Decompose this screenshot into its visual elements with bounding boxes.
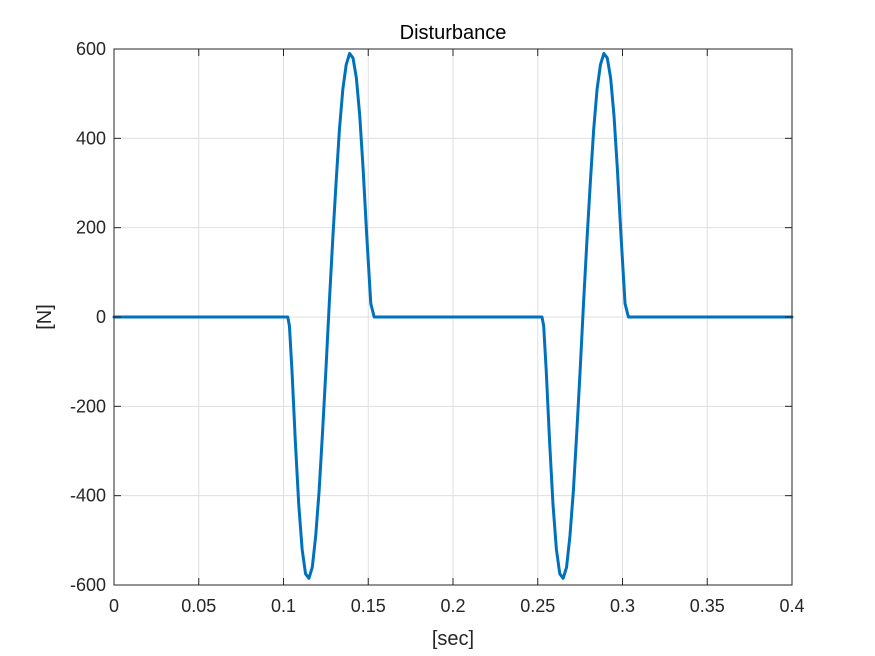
x-tick-label: 0.05: [181, 596, 216, 616]
x-tick-label: 0: [109, 596, 119, 616]
x-tick-label: 0.15: [351, 596, 386, 616]
x-tick-label: 0.35: [690, 596, 725, 616]
x-tick-label: 0.25: [520, 596, 555, 616]
y-axis-ticks: -600 -400 -200 0 200 400 600: [70, 39, 792, 595]
series-line-0: [112, 51, 794, 580]
y-tick-label: -600: [70, 575, 106, 595]
y-tick-label: 0: [96, 307, 106, 327]
x-tick-label: 0.3: [610, 596, 635, 616]
y-axis-label: [N]: [34, 304, 56, 330]
y-tick-label: 600: [76, 39, 106, 59]
y-tick-label: 400: [76, 128, 106, 148]
data-layer: [112, 51, 794, 580]
y-tick-label: -200: [70, 396, 106, 416]
y-tick-label: 200: [76, 218, 106, 238]
x-tick-label: 0.1: [271, 596, 296, 616]
y-tick-label: -400: [70, 486, 106, 506]
x-axis-ticks: 0 0.05 0.1 0.15 0.2 0.25 0.3 0.35 0.4: [109, 49, 805, 616]
x-tick-label: 0.4: [779, 596, 804, 616]
x-tick-label: 0.2: [440, 596, 465, 616]
x-axis-label: [sec]: [432, 628, 474, 650]
chart-title: Disturbance: [400, 22, 507, 44]
